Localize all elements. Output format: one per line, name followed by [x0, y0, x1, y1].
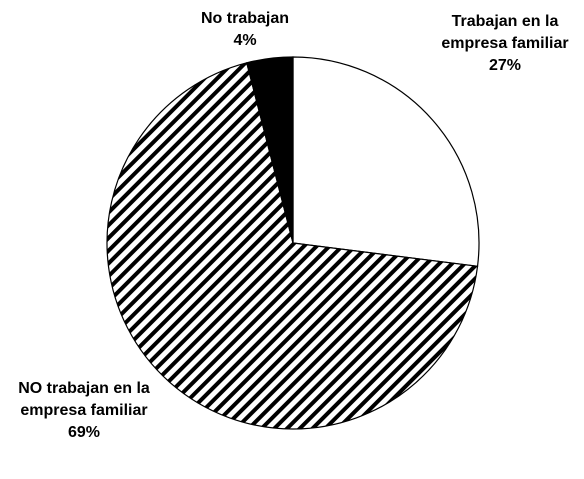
category-label: Trabajan en la empresa familiar — [441, 13, 569, 52]
category-label: NO trabajan en la empresa familiar — [18, 380, 150, 419]
slice-label: NO trabajan en la empresa familiar 69% — [10, 378, 158, 444]
pie-slice — [292, 56, 480, 267]
category-label: No trabajan — [200, 10, 289, 27]
value-label: 69% — [67, 424, 101, 441]
value-label: 4% — [233, 32, 257, 49]
slice-label: No trabajan 4% — [170, 8, 320, 52]
pie-slice — [246, 56, 294, 244]
slice-label: Trabajan en la empresa familiar 27% — [440, 11, 570, 77]
value-label: 27% — [488, 57, 522, 74]
pie-slice — [106, 62, 479, 430]
